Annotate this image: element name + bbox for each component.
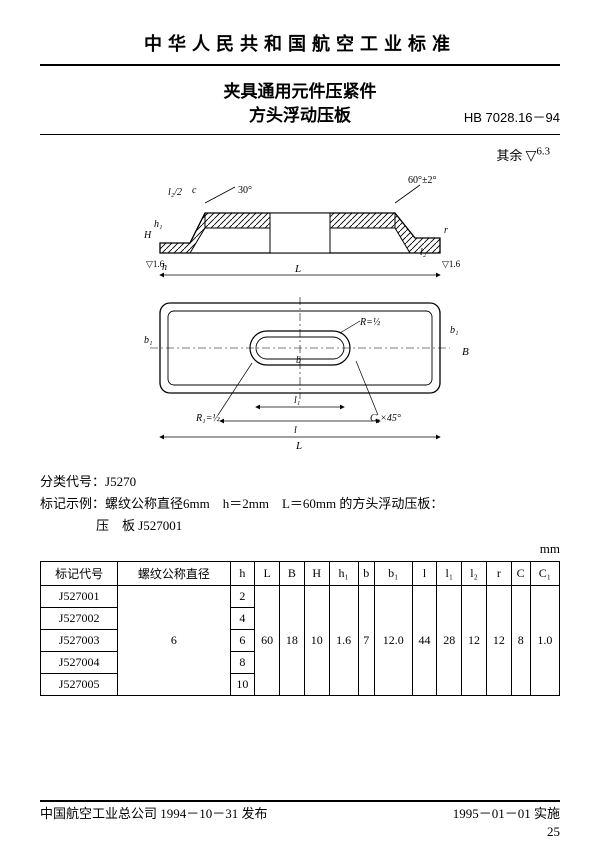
plan-view: R=½ R₁=½ C₁×45° b₁ B b₁ b l₁ l L	[144, 297, 469, 452]
col-l2: l₂	[462, 561, 487, 585]
footer-issuer: 中国航空工业总公司 1994－10－31 发布	[40, 803, 268, 822]
col-b: b	[358, 561, 374, 585]
svg-text:l₁: l₁	[294, 395, 300, 406]
col-H2: H	[304, 561, 329, 585]
cell-b: 7	[358, 585, 374, 695]
svg-text:r: r	[444, 225, 448, 236]
col-r: r	[486, 561, 511, 585]
svg-text:▽1.6: ▽1.6	[442, 259, 461, 269]
svg-text:H: H	[143, 230, 152, 241]
col-B: B	[280, 561, 305, 585]
doc-title-1: 夹具通用元件压紧件	[40, 80, 560, 104]
col-L: L	[255, 561, 280, 585]
svg-text:l: l	[294, 425, 297, 436]
cell-h: 8	[230, 651, 255, 673]
engineering-diagram: 30° 60°±2° c l₂/2 H h₁ h ▽1.6 r ▽1.6 L l…	[40, 173, 560, 453]
header-rule	[40, 64, 560, 66]
col-thread: 螺纹公称直径	[118, 561, 230, 585]
svg-text:b₁: b₁	[144, 335, 152, 346]
dim-angle2: 60°±2°	[408, 175, 437, 186]
title-rule	[40, 134, 560, 135]
cell-l2: 12	[462, 585, 487, 695]
cell-b1: 12.0	[374, 585, 412, 695]
col-C: C	[511, 561, 530, 585]
footer-row: 中国航空工业总公司 1994－10－31 发布 1995－01－01 实施	[40, 803, 560, 822]
col-l1: l₁	[437, 561, 462, 585]
svg-text:b: b	[296, 355, 301, 366]
example-text: 螺纹公称直径6mm h＝2mm L＝60mm 的方头浮动压板：	[105, 496, 443, 511]
cell-h: 10	[230, 673, 255, 695]
cell-l: 44	[412, 585, 437, 695]
svg-text:▽1.6: ▽1.6	[146, 259, 165, 269]
col-C1: C₁	[530, 561, 559, 585]
cell-code: J527002	[41, 607, 118, 629]
surface-finish-note: 其余 ▽6.3	[40, 145, 560, 165]
svg-text:C₁×45°: C₁×45°	[370, 413, 401, 424]
cell-C: 8	[511, 585, 530, 695]
svg-text:l₂/2: l₂/2	[168, 187, 182, 198]
col-h: h	[230, 561, 255, 585]
surface-triangle-icon: ▽	[526, 149, 537, 164]
table-row: J527001 6 2 60 18 10 1.6 7 12.0 44 28 12…	[41, 585, 560, 607]
col-b1: b₁	[374, 561, 412, 585]
cell-h1: 1.6	[329, 585, 358, 695]
svg-text:b₁: b₁	[450, 325, 458, 336]
table-header-row: 标记代号 螺纹公称直径 h L B H h₁ b b₁ l l₁ l₂ r C …	[41, 561, 560, 585]
svg-text:R=½: R=½	[359, 317, 381, 328]
cell-L: 60	[255, 585, 280, 695]
dimension-table: 标记代号 螺纹公称直径 h L B H h₁ b b₁ l l₁ l₂ r C …	[40, 561, 560, 696]
cell-h: 6	[230, 629, 255, 651]
example-label: 标记示例	[40, 496, 92, 511]
section-view: 30° 60°±2° c l₂/2 H h₁ h ▽1.6 r ▽1.6 L l…	[143, 175, 461, 275]
svg-text:h₁: h₁	[154, 219, 162, 230]
svg-text:B: B	[462, 346, 469, 358]
cell-code: J527004	[41, 651, 118, 673]
cell-code: J527003	[41, 629, 118, 651]
cell-h: 4	[230, 607, 255, 629]
classification-block: 分类代号：J5270 标记示例：螺纹公称直径6mm h＝2mm L＝60mm 的…	[40, 471, 560, 537]
unit-label: mm	[40, 541, 560, 557]
cell-l1: 28	[437, 585, 462, 695]
col-h1: h₁	[329, 561, 358, 585]
svg-text:R₁=½: R₁=½	[195, 413, 220, 424]
svg-text:L: L	[295, 440, 302, 452]
footer-rule	[40, 800, 560, 802]
col-code: 标记代号	[41, 561, 118, 585]
cell-code: J527001	[41, 585, 118, 607]
cell-C1: 1.0	[530, 585, 559, 695]
cell-code: J527005	[41, 673, 118, 695]
page-number: 25	[547, 824, 560, 840]
cell-thread: 6	[118, 585, 230, 695]
surface-label: 其余	[496, 148, 522, 163]
org-title: 中华人民共和国航空工业标准	[40, 30, 560, 56]
doc-code: HB 7028.16－94	[464, 107, 560, 126]
svg-text:l₂: l₂	[420, 247, 427, 258]
dim-angle1: 30°	[238, 185, 252, 196]
cell-r: 12	[486, 585, 511, 695]
doc-title-block: 夹具通用元件压紧件 方头浮动压板 HB 7028.16－94	[40, 80, 560, 128]
cell-H: 10	[304, 585, 329, 695]
cell-h: 2	[230, 585, 255, 607]
cell-B: 18	[280, 585, 305, 695]
surface-value: 6.3	[536, 145, 550, 157]
example-code: 压 板 J527001	[40, 515, 560, 537]
col-l: l	[412, 561, 437, 585]
svg-text:c: c	[192, 185, 197, 196]
svg-text:L: L	[294, 263, 301, 275]
class-value: J5270	[105, 474, 136, 489]
footer-effective: 1995－01－01 实施	[453, 803, 560, 822]
class-label: 分类代号	[40, 474, 92, 489]
